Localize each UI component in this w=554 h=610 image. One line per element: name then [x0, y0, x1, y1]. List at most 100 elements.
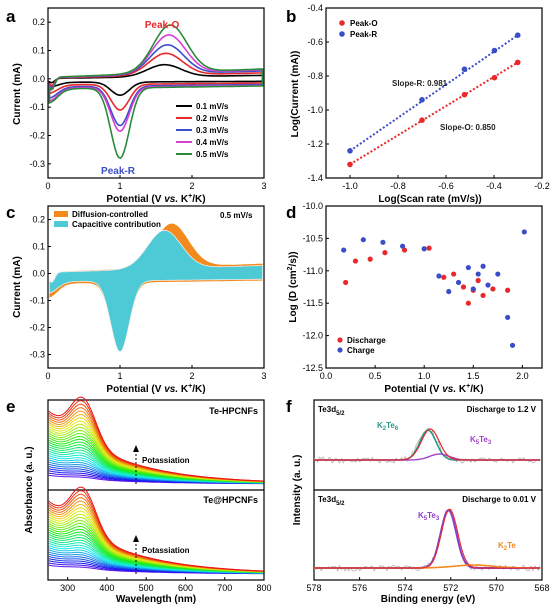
slope-o-label: Slope-O: 0.850 [440, 123, 496, 132]
peak-r-label: Peak-R [101, 166, 136, 177]
a-ytick-label: 0.2 [32, 17, 45, 27]
panel-label-e: e [6, 397, 15, 416]
a-ytick-label: -0.2 [29, 131, 45, 141]
b-point [461, 91, 468, 98]
b-point [419, 117, 425, 123]
b-xtick-label: -0.8 [390, 181, 406, 191]
c-ytick-label: 0.0 [32, 269, 45, 279]
d-ytick-label: -10.0 [302, 201, 323, 211]
a-ytick-label: -0.1 [29, 102, 45, 112]
f-xtick-label: 570 [489, 583, 504, 593]
b-point [491, 74, 498, 81]
panel-c-xlabel: Potential (V vs. K+/K) [106, 383, 205, 395]
e-spectrum-line [48, 396, 264, 482]
a-cv-curve [48, 63, 264, 97]
a-xtick-label: 3 [261, 181, 266, 191]
f-xtick-label: 572 [443, 583, 458, 593]
e-xtick-label: 500 [139, 583, 154, 593]
b-point [461, 66, 468, 72]
d-point [465, 300, 471, 306]
a-ytick-label: 0.1 [32, 46, 45, 56]
c-xtick-label: 1 [117, 371, 122, 381]
panel-e-xlabel: Wavelength (nm) [116, 594, 196, 605]
panel-b-axes [325, 7, 543, 179]
panel-label-f: f [286, 397, 292, 416]
panel-f: f 578 576 574 572 570 568 Intensity (a. u.) B… [286, 397, 550, 605]
d-legend-marker-discharge [337, 337, 343, 343]
peak-o-label: Peak-O [145, 20, 180, 31]
f-top-raw-data [313, 427, 541, 464]
d-xtick-label: 2.0 [516, 371, 529, 381]
panel-label-c: c [6, 203, 15, 222]
d-point [436, 273, 442, 279]
c-ytick-label: 0.1 [32, 242, 45, 252]
d-point [509, 342, 516, 348]
a-cv-curve [48, 24, 264, 160]
c-ytick-label: 0.2 [32, 215, 45, 225]
d-point [401, 247, 408, 253]
b-point [347, 148, 353, 154]
f-label-k2te6: K2Te6 [377, 421, 399, 432]
panel-a: a -0.3 -0.2 -0.1 0.0 0.1 0.2 0 1 2 3 Current (mA… [6, 7, 267, 205]
d-legend-charge: Charge [347, 346, 375, 355]
panel-d-axes [325, 205, 543, 369]
d-ytick-label: -11.5 [303, 298, 323, 308]
c-ytick-label: -0.2 [29, 323, 45, 333]
f-top-title: Discharge to 1.2 V [467, 405, 537, 414]
panel-f-xlabel: Binding energy (eV) [381, 594, 475, 605]
d-point [341, 247, 347, 253]
f-label-k5te3-bottom: K5Te3 [418, 511, 440, 522]
b-point [514, 59, 521, 66]
panel-a-axes [47, 7, 265, 179]
d-xtick-label: 1.0 [418, 371, 431, 381]
panel-d: d -12.5 -12.0 -11.5 -11.0 -10.5 -10.0 0.0 0.5 1… [286, 201, 543, 395]
f-xtick-label: 578 [306, 583, 321, 593]
d-point [521, 229, 527, 235]
e-xtick-label: 300 [60, 583, 75, 593]
e-bottom-arrow-head [133, 535, 139, 542]
d-point [480, 292, 486, 299]
d-xtick-label: 0.0 [320, 371, 333, 381]
d-point [382, 250, 388, 256]
f-xtick-label: 574 [398, 583, 413, 593]
panel-d-xlabel: Potential (V vs. K+/K) [384, 383, 483, 395]
d-point [367, 256, 373, 262]
d-point [480, 263, 486, 269]
e-top-arrow-head [133, 445, 139, 452]
b-point [491, 47, 498, 54]
d-point [485, 282, 491, 288]
e-top-arrow-label: Potassiation [142, 456, 190, 465]
d-point [490, 286, 496, 292]
e-bottom-label: Te@HPCNFs [203, 495, 258, 505]
b-xtick-label: -0.2 [534, 181, 550, 191]
panel-a-ylabel: Current (mA) [12, 63, 23, 125]
d-point [360, 237, 366, 243]
panel-f-ylabel: Intensity (a. u.) [292, 455, 303, 526]
panel-c-ylabel: Current (mA) [12, 256, 23, 318]
b-ytick-label: -1.2 [307, 139, 323, 149]
panel-label-b: b [286, 7, 296, 26]
e-spectrum-line [48, 486, 264, 572]
panel-b: b -1.4 -1.2 -1.0 -0.8 -0.6 -0.4 -1.0 -0.8 -0.6 -… [286, 3, 550, 205]
c-legend-swatch-capacitive [54, 221, 68, 227]
c-legend-swatch-diffusion [54, 211, 68, 217]
b-ytick-label: -1.0 [307, 105, 323, 115]
panel-d-ylabel: Log (D (cm2/s)) [287, 251, 299, 322]
a-xtick-label: 0 [45, 181, 50, 191]
a-ytick-label: 0.0 [32, 74, 45, 84]
e-xtick-label: 800 [256, 583, 271, 593]
a-legend-label: 0.5 mV/s [196, 150, 229, 159]
f-top-envelope [314, 428, 541, 461]
d-point [441, 274, 447, 280]
panel-label-a: a [6, 7, 16, 26]
d-point [451, 271, 457, 277]
d-point [495, 271, 501, 277]
d-point [475, 277, 481, 284]
d-point [380, 239, 386, 245]
d-point [352, 258, 359, 264]
e-xtick-label: 600 [178, 583, 193, 593]
f-xtick-label: 568 [534, 583, 549, 593]
d-ytick-label: -12.5 [302, 363, 323, 373]
b-xtick-label: -0.4 [486, 181, 502, 191]
